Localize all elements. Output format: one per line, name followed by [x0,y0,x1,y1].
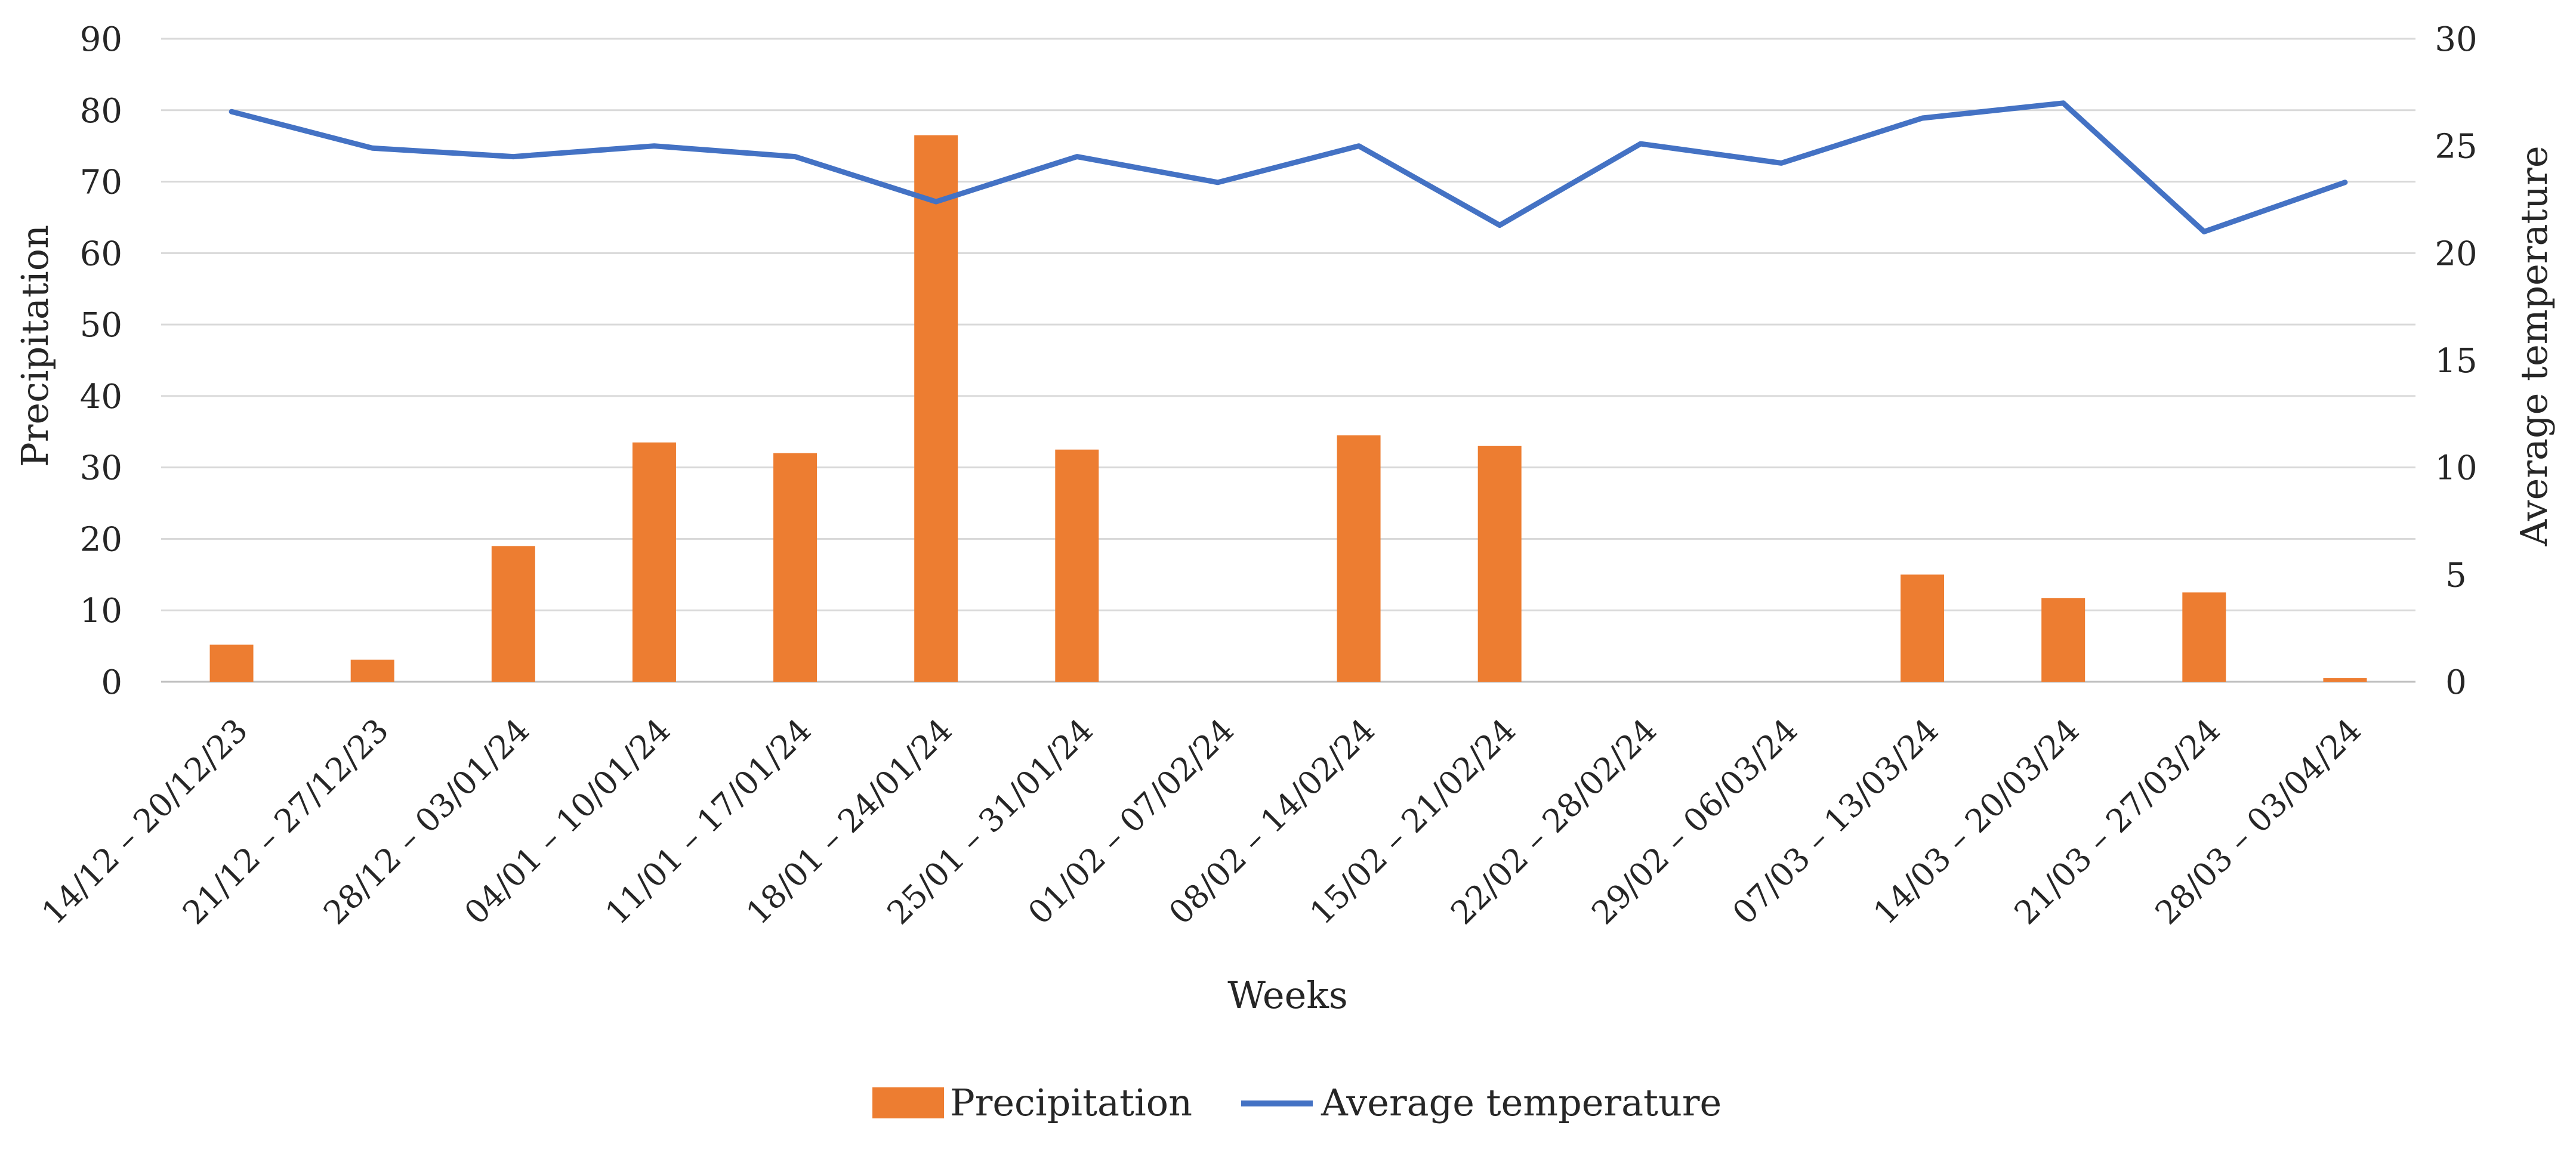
bar-precipitation [491,546,535,682]
right-axis-ticks: 0 5 10 15 20 25 30 [2435,20,2477,702]
right-tick-label: 5 [2445,556,2467,595]
left-tick-label: 60 [80,234,122,273]
bar-precipitation [350,659,394,682]
bar-precipitation [1477,446,1522,682]
bar-precipitation [1055,449,1099,682]
left-tick-label: 20 [80,520,122,559]
right-tick-label: 0 [2445,663,2467,702]
right-tick-label: 15 [2435,342,2477,381]
legend: Precipitation Average temperature [872,1081,1722,1124]
right-tick-label: 20 [2435,234,2477,273]
bar-precipitation [2323,678,2367,682]
right-tick-label: 10 [2435,449,2477,488]
left-tick-label: 10 [80,592,122,630]
bar-precipitation [2041,598,2086,682]
left-tick-label: 80 [80,92,122,131]
left-tick-label: 70 [80,163,122,202]
legend-label-precipitation: Precipitation [950,1081,1192,1124]
left-tick-label: 40 [80,378,122,416]
legend-label-temperature: Average temperature [1321,1081,1722,1124]
bar-precipitation [1337,435,1381,682]
precipitation-bars [209,135,2367,682]
gridlines [161,38,2415,683]
x-axis-title: Weeks [1227,973,1347,1017]
right-tick-label: 30 [2435,20,2477,59]
bar-precipitation [632,442,676,682]
left-tick-label: 50 [80,306,122,345]
left-axis-title: Precipitation [13,225,57,467]
temperature-line [229,100,2348,234]
bar-precipitation [914,135,958,682]
bar-precipitation [209,644,254,682]
bar-precipitation [2182,592,2226,682]
right-axis-title: Average temperature [2512,146,2556,546]
left-tick-label: 90 [80,20,122,59]
bar-precipitation [1901,574,1945,682]
left-axis-ticks: 0 10 20 30 40 50 60 70 80 90 [80,20,122,702]
left-tick-label: 0 [101,663,122,702]
bar-precipitation [773,453,817,682]
legend-swatch-precipitation [872,1087,944,1118]
left-tick-label: 30 [80,449,122,488]
right-tick-label: 25 [2435,128,2477,166]
